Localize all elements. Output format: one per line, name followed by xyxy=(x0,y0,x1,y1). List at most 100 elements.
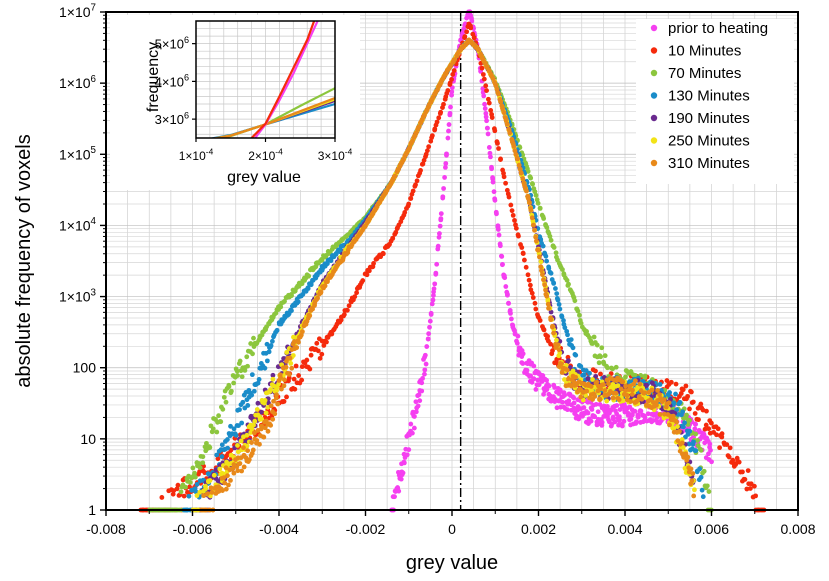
data-point xyxy=(193,475,198,480)
legend-label: 310 Minutes xyxy=(668,155,750,172)
x-tick-label: 0.008 xyxy=(780,521,815,537)
data-point xyxy=(296,373,301,378)
data-point xyxy=(604,399,609,404)
data-point xyxy=(560,400,565,405)
data-point xyxy=(288,361,293,366)
data-point xyxy=(560,267,565,272)
data-point xyxy=(238,359,243,364)
data-point xyxy=(571,395,576,400)
data-point xyxy=(360,278,365,283)
data-point xyxy=(493,198,498,203)
legend-label: 10 Minutes xyxy=(668,43,741,60)
data-point xyxy=(581,405,586,410)
data-point xyxy=(689,478,694,483)
data-point xyxy=(705,483,710,488)
data-point xyxy=(700,488,705,493)
data-point xyxy=(294,364,299,369)
data-point xyxy=(522,258,527,263)
data-point xyxy=(519,245,524,250)
y-tick-label: 10 xyxy=(80,431,96,447)
data-point xyxy=(307,367,312,372)
data-point xyxy=(240,374,245,379)
data-point xyxy=(414,409,419,414)
data-point xyxy=(284,395,289,400)
data-point xyxy=(642,390,647,395)
data-point xyxy=(655,388,660,393)
data-point xyxy=(566,282,571,287)
data-point xyxy=(482,102,487,107)
data-point xyxy=(531,364,536,369)
data-point xyxy=(554,291,559,296)
data-point xyxy=(426,336,431,341)
data-point xyxy=(251,448,256,453)
data-point xyxy=(487,145,492,150)
data-point xyxy=(448,105,453,110)
data-point xyxy=(432,281,437,286)
data-point xyxy=(198,465,203,470)
data-point xyxy=(525,368,530,373)
data-point xyxy=(263,398,268,403)
data-point xyxy=(630,392,635,397)
data-point xyxy=(269,403,274,408)
data-point xyxy=(746,468,751,473)
data-point xyxy=(245,448,250,453)
data-point xyxy=(217,467,222,472)
data-point xyxy=(671,414,676,419)
data-point xyxy=(431,293,436,298)
data-point xyxy=(606,381,611,386)
data-point xyxy=(643,374,648,379)
data-point xyxy=(536,201,541,206)
data-point xyxy=(345,308,350,313)
data-point xyxy=(252,419,257,424)
data-point xyxy=(282,399,287,404)
data-point xyxy=(452,68,457,73)
data-point xyxy=(620,424,625,429)
data-point xyxy=(411,189,416,194)
data-point xyxy=(540,272,545,277)
data-point xyxy=(628,399,633,404)
legend-label: 70 Minutes xyxy=(668,65,741,82)
data-point xyxy=(446,136,451,141)
data-point xyxy=(264,411,269,416)
data-point xyxy=(693,411,698,416)
data-point xyxy=(687,418,692,423)
data-point xyxy=(516,234,521,239)
data-point xyxy=(690,471,695,476)
data-point xyxy=(685,394,690,399)
data-point xyxy=(541,277,546,282)
data-point xyxy=(752,484,757,489)
data-point xyxy=(698,402,703,407)
data-point xyxy=(439,211,444,216)
data-point xyxy=(515,341,520,346)
data-point xyxy=(539,259,544,264)
data-point xyxy=(284,365,289,370)
data-point xyxy=(261,435,266,440)
data-point xyxy=(406,202,411,207)
y-axis-label: absolute frequency of voxels xyxy=(13,134,35,388)
data-point xyxy=(496,91,501,96)
data-point xyxy=(256,401,261,406)
data-point xyxy=(589,384,594,389)
data-point xyxy=(314,341,319,346)
data-point xyxy=(684,384,689,389)
legend-label: 190 Minutes xyxy=(668,110,750,127)
data-point xyxy=(412,426,417,431)
data-point xyxy=(556,342,561,347)
data-point xyxy=(562,393,567,398)
data-point xyxy=(424,362,429,367)
data-point xyxy=(218,419,223,424)
data-point xyxy=(582,372,587,377)
data-point xyxy=(401,471,406,476)
legend-marker xyxy=(651,25,657,31)
data-point xyxy=(542,327,547,332)
data-point xyxy=(603,388,608,393)
data-point xyxy=(536,248,541,253)
data-point xyxy=(239,439,244,444)
data-point xyxy=(614,403,619,408)
data-point xyxy=(200,454,205,459)
data-point xyxy=(222,395,227,400)
data-point xyxy=(227,384,232,389)
data-point xyxy=(590,407,595,412)
data-point xyxy=(550,325,555,330)
